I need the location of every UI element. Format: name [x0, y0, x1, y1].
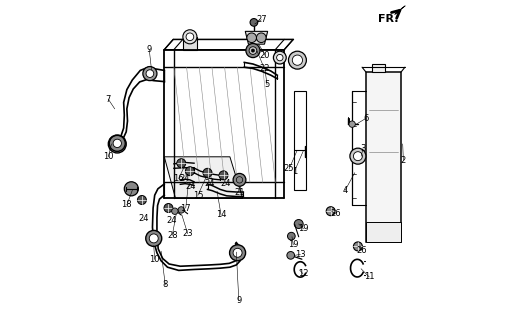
Circle shape: [354, 152, 362, 161]
Text: 18: 18: [122, 200, 132, 209]
Text: 9: 9: [147, 45, 152, 54]
Text: 4: 4: [342, 186, 347, 195]
Text: 8: 8: [162, 280, 168, 289]
Text: 21: 21: [234, 188, 245, 196]
Circle shape: [349, 121, 355, 127]
Circle shape: [273, 51, 286, 64]
Circle shape: [246, 44, 260, 58]
Circle shape: [146, 70, 154, 77]
Text: 28: 28: [167, 231, 178, 240]
Circle shape: [109, 135, 125, 151]
Polygon shape: [165, 39, 293, 50]
Circle shape: [177, 159, 185, 168]
Circle shape: [289, 51, 307, 69]
Circle shape: [249, 47, 257, 54]
Circle shape: [288, 232, 295, 240]
Text: 22: 22: [259, 64, 270, 73]
Circle shape: [124, 182, 138, 196]
Circle shape: [219, 171, 228, 180]
Bar: [294, 91, 306, 190]
Polygon shape: [165, 157, 243, 198]
Text: 19: 19: [298, 224, 309, 233]
Text: 16: 16: [173, 174, 184, 183]
Circle shape: [108, 135, 126, 153]
Circle shape: [178, 207, 184, 213]
Text: 13: 13: [295, 250, 306, 259]
Bar: [373, 64, 385, 72]
Circle shape: [149, 234, 158, 243]
Text: 3: 3: [360, 144, 366, 153]
Text: 6: 6: [363, 114, 368, 123]
Text: 20: 20: [260, 51, 270, 60]
Text: 10: 10: [103, 152, 113, 161]
Text: 15: 15: [193, 191, 203, 200]
Text: 24: 24: [221, 180, 231, 188]
Circle shape: [203, 168, 212, 177]
Text: 17: 17: [180, 204, 191, 212]
Text: 1: 1: [292, 167, 297, 176]
Text: 24: 24: [139, 214, 149, 223]
Circle shape: [185, 167, 194, 176]
Text: 19: 19: [288, 240, 298, 249]
Text: 5: 5: [264, 80, 270, 89]
Circle shape: [172, 208, 178, 214]
Circle shape: [143, 67, 157, 81]
Text: FR.: FR.: [378, 13, 398, 24]
Text: 9: 9: [236, 296, 242, 305]
Circle shape: [112, 139, 122, 149]
Circle shape: [287, 252, 294, 259]
Bar: [366, 72, 401, 242]
Circle shape: [247, 33, 257, 43]
Circle shape: [186, 33, 194, 41]
Circle shape: [183, 30, 197, 44]
Circle shape: [146, 230, 162, 246]
Circle shape: [233, 173, 246, 186]
Circle shape: [250, 19, 258, 26]
Text: 24: 24: [179, 174, 190, 183]
Text: 7: 7: [106, 95, 111, 104]
Text: 2: 2: [401, 156, 406, 164]
Circle shape: [354, 242, 362, 251]
Circle shape: [229, 245, 246, 261]
Text: 27: 27: [256, 15, 267, 24]
Polygon shape: [394, 6, 405, 14]
Circle shape: [350, 148, 366, 164]
Text: 11: 11: [364, 272, 375, 281]
Text: 12: 12: [297, 269, 308, 278]
Bar: [183, 37, 197, 50]
Text: 26: 26: [330, 209, 341, 218]
Text: 24: 24: [167, 216, 177, 225]
Circle shape: [137, 196, 146, 204]
Circle shape: [326, 207, 335, 216]
Circle shape: [294, 220, 303, 228]
Circle shape: [292, 55, 303, 65]
Circle shape: [251, 49, 254, 52]
Text: 14: 14: [216, 210, 226, 219]
Text: 26: 26: [357, 246, 367, 255]
Text: 10: 10: [149, 255, 160, 264]
Bar: [366, 222, 401, 242]
Text: 24: 24: [185, 182, 196, 191]
Polygon shape: [245, 31, 268, 44]
Text: 25: 25: [284, 164, 294, 173]
Circle shape: [257, 33, 266, 43]
Text: 24: 24: [205, 179, 215, 188]
Circle shape: [164, 204, 173, 212]
Circle shape: [276, 54, 283, 61]
Text: 23: 23: [182, 229, 193, 238]
Circle shape: [233, 248, 242, 257]
Circle shape: [113, 139, 122, 148]
